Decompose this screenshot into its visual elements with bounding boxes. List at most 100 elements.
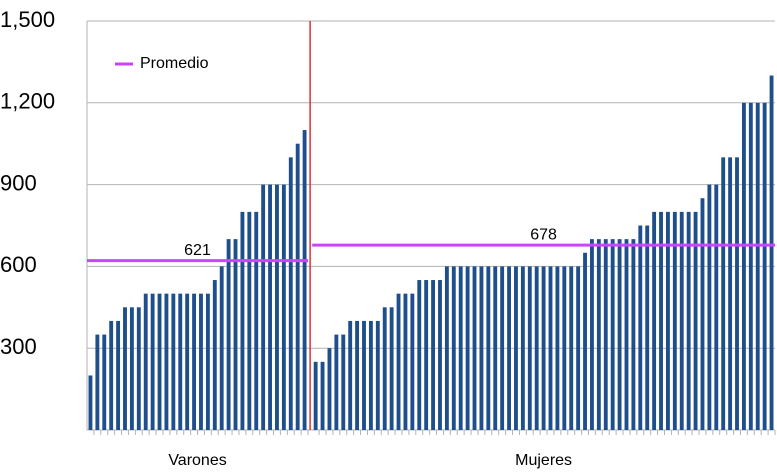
bar [362, 320, 366, 430]
bar [748, 102, 753, 431]
bar [240, 211, 245, 430]
bar [451, 266, 456, 430]
bar [320, 361, 325, 430]
bar [281, 184, 286, 430]
bar [313, 361, 318, 430]
y-tick-label: 300 [0, 334, 37, 359]
bar [493, 266, 498, 430]
bar [410, 293, 415, 430]
bar [458, 266, 463, 430]
bar [555, 266, 560, 430]
bar [178, 293, 183, 430]
bar [254, 211, 259, 430]
bar [679, 211, 684, 430]
bar [714, 184, 719, 430]
bar [355, 320, 360, 430]
bar [617, 239, 622, 430]
bar [212, 280, 217, 430]
bar [102, 334, 107, 430]
bar [527, 266, 532, 430]
bar [741, 102, 746, 431]
bar [569, 266, 574, 430]
bar [514, 266, 518, 430]
bar [275, 184, 279, 430]
bar [645, 225, 650, 430]
bar [624, 239, 629, 430]
bar [295, 143, 300, 430]
bar [700, 198, 705, 430]
bar [659, 211, 663, 430]
bar [226, 239, 231, 430]
bar [548, 266, 553, 430]
bar [438, 280, 442, 430]
bar [268, 184, 272, 430]
bar [638, 225, 643, 430]
bar [368, 320, 373, 430]
bar [693, 211, 698, 430]
bar [302, 130, 307, 431]
bar [247, 211, 252, 430]
bar [686, 211, 691, 430]
bar [403, 293, 408, 430]
bar [389, 307, 394, 430]
bar [721, 157, 726, 431]
bar [562, 266, 567, 430]
bar [728, 157, 733, 431]
bar [95, 334, 100, 430]
bar [590, 239, 594, 430]
bar [576, 266, 581, 430]
y-tick-label: 600 [0, 252, 37, 277]
bar [534, 266, 539, 430]
bar [116, 320, 121, 430]
bar [327, 348, 332, 430]
bar [185, 293, 190, 430]
bar [109, 320, 114, 430]
bar [472, 266, 477, 430]
bar [596, 239, 601, 430]
bar [219, 266, 224, 430]
bar [431, 280, 436, 430]
bar [465, 266, 470, 430]
bar [735, 157, 739, 431]
bar [486, 266, 491, 430]
bar [507, 266, 511, 430]
bar [500, 266, 505, 430]
bar [652, 211, 657, 430]
bar [129, 307, 134, 430]
bar [157, 293, 162, 430]
group-label: Varones [168, 452, 226, 469]
bar [396, 293, 401, 430]
bar [444, 266, 449, 430]
group-label: Mujeres [515, 452, 572, 469]
legend-label: Promedio [140, 55, 209, 72]
bar [123, 307, 127, 430]
bar [583, 252, 587, 430]
bar [769, 75, 774, 431]
bar [603, 239, 608, 430]
bar [541, 266, 546, 430]
bar [348, 320, 353, 430]
y-tick-label: 1,200 [0, 89, 55, 114]
average-label: 621 [184, 242, 211, 259]
bar [520, 266, 525, 430]
bar [382, 307, 387, 430]
bar [205, 293, 210, 430]
average-label: 678 [530, 226, 557, 243]
bar [762, 102, 767, 431]
bar [341, 334, 346, 430]
bar [164, 293, 169, 430]
bar [171, 293, 176, 430]
bar [479, 266, 484, 430]
bar [672, 211, 677, 430]
bar [150, 293, 155, 430]
y-tick-label: 1,500 [0, 7, 55, 32]
bar [375, 320, 380, 430]
bar [755, 102, 760, 431]
bar [261, 184, 266, 430]
bar [88, 375, 93, 430]
bar [334, 334, 339, 430]
bar [233, 239, 238, 430]
bar [424, 280, 429, 430]
bar [665, 211, 670, 430]
